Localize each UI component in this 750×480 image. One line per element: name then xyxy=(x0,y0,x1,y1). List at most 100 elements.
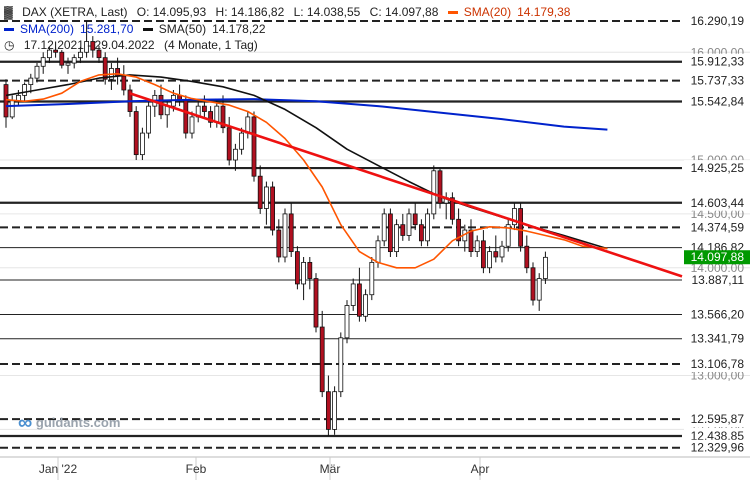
candle-body xyxy=(139,132,145,156)
level-label: 13.106,78 xyxy=(691,357,745,371)
candle-body xyxy=(78,51,83,59)
open-value: O: 14.095,93 xyxy=(136,5,207,19)
logo-text: guidants.com xyxy=(35,414,121,430)
sma20-line xyxy=(5,73,608,269)
instrument-name: DAX (XETRA, Last) xyxy=(22,5,128,19)
candle-body xyxy=(201,105,207,112)
candle-body xyxy=(536,278,542,301)
level-label: 15.912,33 xyxy=(691,55,745,69)
candle-body xyxy=(65,62,71,66)
candle-body xyxy=(425,213,431,242)
sma200-legend-swatch xyxy=(4,28,14,32)
level-label-bg xyxy=(684,160,750,177)
level-label-bg xyxy=(684,194,750,211)
candle-body xyxy=(524,245,530,269)
high-value: H: 14.186,82 xyxy=(215,5,285,19)
candle-body xyxy=(276,229,282,258)
date-range: 17.12.2021 - 29.04.2022 xyxy=(23,38,155,52)
candle-body xyxy=(84,41,89,53)
candle-body xyxy=(189,116,195,134)
candle-body xyxy=(468,229,474,253)
level-label: 14.374,59 xyxy=(691,220,745,234)
candle-body xyxy=(133,111,139,156)
sma20-legend-label: SMA(20) xyxy=(463,5,512,19)
candle-body xyxy=(270,186,276,231)
candle-body xyxy=(406,213,412,236)
level-label: 15.542,84 xyxy=(691,95,745,109)
sma200-legend-label: SMA(200) xyxy=(20,22,75,36)
candle-body xyxy=(437,170,443,204)
candle-body xyxy=(505,224,511,247)
candle-body xyxy=(257,175,263,209)
sma50-legend-value: 14.178,22 xyxy=(212,22,266,36)
y-tick-label: 13.000,00 xyxy=(691,369,745,383)
candle-body xyxy=(543,256,548,279)
level-label: 12.438,85 xyxy=(691,429,745,443)
candle-body xyxy=(387,213,393,253)
candle-body xyxy=(34,65,40,79)
sma50-legend-swatch xyxy=(142,28,153,32)
header-ohlc: ▓ DAX (XETRA, Last) O: 14.095,93 H: 14.1… xyxy=(4,5,576,19)
level-label-bg xyxy=(684,13,750,29)
trendline xyxy=(129,92,683,278)
sma20-legend-swatch xyxy=(447,11,458,15)
level-label: 13.341,79 xyxy=(691,332,745,346)
level-label-bg xyxy=(684,306,750,323)
header-range: ◷ 17.12.2021 - 29.04.2022 (4 Monate, 1 T… xyxy=(4,38,264,52)
candle-body xyxy=(102,57,108,80)
candle-body xyxy=(53,49,58,53)
level-label: 15.737,33 xyxy=(691,74,745,88)
candle-body xyxy=(332,391,338,430)
candle-body xyxy=(449,197,455,220)
level-label: 13.566,20 xyxy=(691,308,745,322)
guidants-logo-icon: ∞ xyxy=(18,412,33,434)
candle-body xyxy=(499,245,505,258)
x-tick-label: Apr xyxy=(471,462,490,476)
candle-body xyxy=(263,186,269,209)
level-label: 14.603,44 xyxy=(691,196,745,210)
candle-body xyxy=(71,57,77,64)
candle-body xyxy=(456,218,462,242)
level-labels: 16.290,19 15.912,33 15.737,33 15.542,84 14.9… xyxy=(684,13,750,456)
x-tick-label: Feb xyxy=(186,462,207,476)
x-axis: Jan '22 Feb Mär Apr xyxy=(0,456,750,480)
candle-body xyxy=(146,105,152,134)
clock-icon: ◷ xyxy=(4,38,15,52)
candle-body xyxy=(208,111,214,123)
level-label: 12.595,87 xyxy=(691,412,745,426)
level-label-bg xyxy=(684,53,750,70)
candle-body xyxy=(394,224,400,253)
x-tick-label: Jan '22 xyxy=(39,462,78,476)
candle-body xyxy=(487,251,493,269)
candle-body xyxy=(96,49,102,59)
x-tick-label: Mär xyxy=(320,462,341,476)
candle-body xyxy=(319,326,325,393)
level-label-bg xyxy=(684,219,750,236)
candle-body xyxy=(412,213,418,226)
candle-body xyxy=(338,337,344,393)
candle-body xyxy=(301,261,307,285)
header-sma: SMA(200) 15.281,70 SMA(50) 14.178,22 xyxy=(4,22,272,36)
candle-body xyxy=(344,305,350,339)
candle-body xyxy=(239,132,245,150)
candle-body xyxy=(47,49,52,59)
close-value: C: 14.097,88 xyxy=(369,5,439,19)
candle-body xyxy=(226,127,232,161)
candle-body xyxy=(363,294,369,317)
sma200-legend-value: 15.281,70 xyxy=(80,22,134,36)
candle-body xyxy=(288,213,294,253)
candle-body xyxy=(28,77,34,85)
candle-body xyxy=(307,261,313,279)
candle-body xyxy=(3,84,9,118)
candle-body xyxy=(214,105,220,123)
level-label-bg xyxy=(684,411,750,428)
level-label-bg xyxy=(684,439,750,456)
level-label: 16.290,19 xyxy=(691,14,745,28)
last-price-label: 14.097,88 xyxy=(691,250,745,264)
candle-body xyxy=(90,41,96,51)
candle-body xyxy=(282,213,288,258)
candle-body xyxy=(381,213,387,242)
candle-body xyxy=(9,100,15,118)
sma50-legend-label: SMA(50) xyxy=(158,22,207,36)
